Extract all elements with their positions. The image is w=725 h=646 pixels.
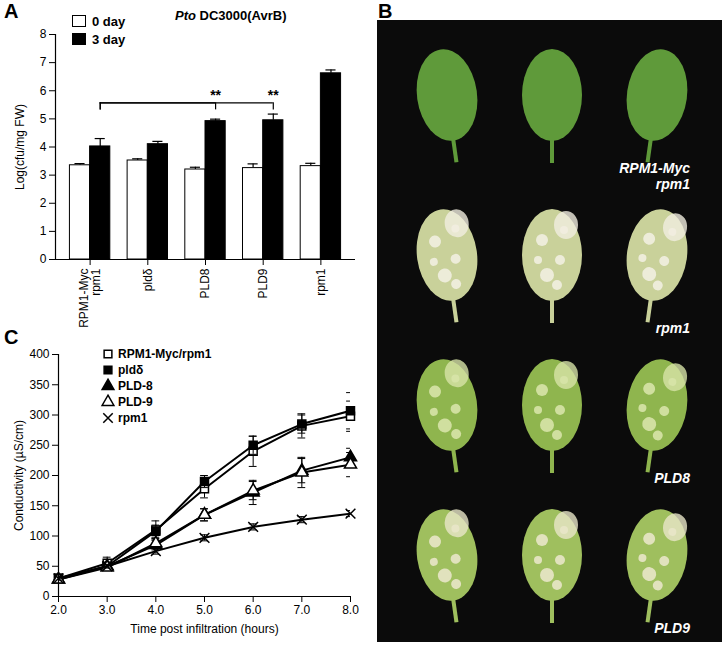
svg-text:PLD9: PLD9 (654, 620, 690, 636)
svg-text:4: 4 (40, 140, 47, 154)
svg-text:3: 3 (40, 168, 47, 182)
svg-text:PLD-8: PLD-8 (118, 379, 153, 393)
svg-text:RPM1-Mycrpm1: RPM1-Mycrpm1 (77, 268, 103, 328)
svg-text:pldδ: pldδ (141, 268, 155, 291)
svg-text:RPM1-Myc/rpm1: RPM1-Myc/rpm1 (118, 347, 212, 361)
svg-text:8.0: 8.0 (342, 603, 359, 617)
svg-text:6.0: 6.0 (245, 603, 262, 617)
svg-text:RPM1-Mycrpm1: RPM1-Mycrpm1 (619, 160, 690, 192)
svg-text:5.0: 5.0 (196, 603, 213, 617)
svg-text:5: 5 (40, 112, 47, 126)
svg-text:50: 50 (36, 559, 50, 573)
svg-text:0: 0 (43, 589, 50, 603)
svg-text:200: 200 (29, 468, 49, 482)
svg-text:2.0: 2.0 (50, 603, 67, 617)
svg-text:Log(cfu/mg FW): Log(cfu/mg FW) (13, 104, 27, 190)
svg-text:**: ** (210, 87, 221, 103)
svg-text:8: 8 (40, 27, 47, 41)
svg-text:7.0: 7.0 (293, 603, 310, 617)
svg-text:3.0: 3.0 (99, 603, 116, 617)
svg-text:pldδ: pldδ (118, 363, 143, 377)
svg-text:300: 300 (29, 408, 49, 422)
svg-text:PLD8: PLD8 (654, 470, 690, 486)
svg-text:rpm1: rpm1 (656, 320, 690, 336)
svg-text:350: 350 (29, 378, 49, 392)
html-text:C: C (4, 326, 19, 348)
svg-text:Conductivity (µS/cm): Conductivity (µS/cm) (12, 420, 26, 531)
svg-text:1: 1 (40, 224, 47, 238)
svg-text:**: ** (268, 87, 279, 103)
svg-text:150: 150 (29, 499, 49, 513)
svg-text:Time post infiltration (hours): Time post infiltration (hours) (130, 622, 278, 636)
html-text:B: B (378, 0, 393, 22)
html-text:Pto DC3000(AvrB): Pto DC3000(AvrB) (175, 8, 287, 23)
html-text:0 day: 0 day (92, 13, 126, 29)
html-text:A: A (4, 0, 19, 22)
svg-text:6: 6 (40, 84, 47, 98)
svg-text:rpm1: rpm1 (118, 411, 148, 425)
svg-text:PLD8: PLD8 (198, 268, 212, 298)
svg-text:4.0: 4.0 (147, 603, 164, 617)
svg-text:250: 250 (29, 438, 49, 452)
html-text:3 day: 3 day (92, 31, 126, 47)
svg-text:PLD-9: PLD-9 (118, 395, 153, 409)
svg-text:2: 2 (40, 196, 47, 210)
svg-text:PLD9: PLD9 (256, 268, 270, 298)
svg-text:rpm1: rpm1 (314, 268, 328, 296)
svg-text:0: 0 (40, 252, 47, 266)
svg-text:400: 400 (29, 347, 49, 361)
svg-text:100: 100 (29, 529, 49, 543)
svg-text:7: 7 (40, 55, 47, 69)
